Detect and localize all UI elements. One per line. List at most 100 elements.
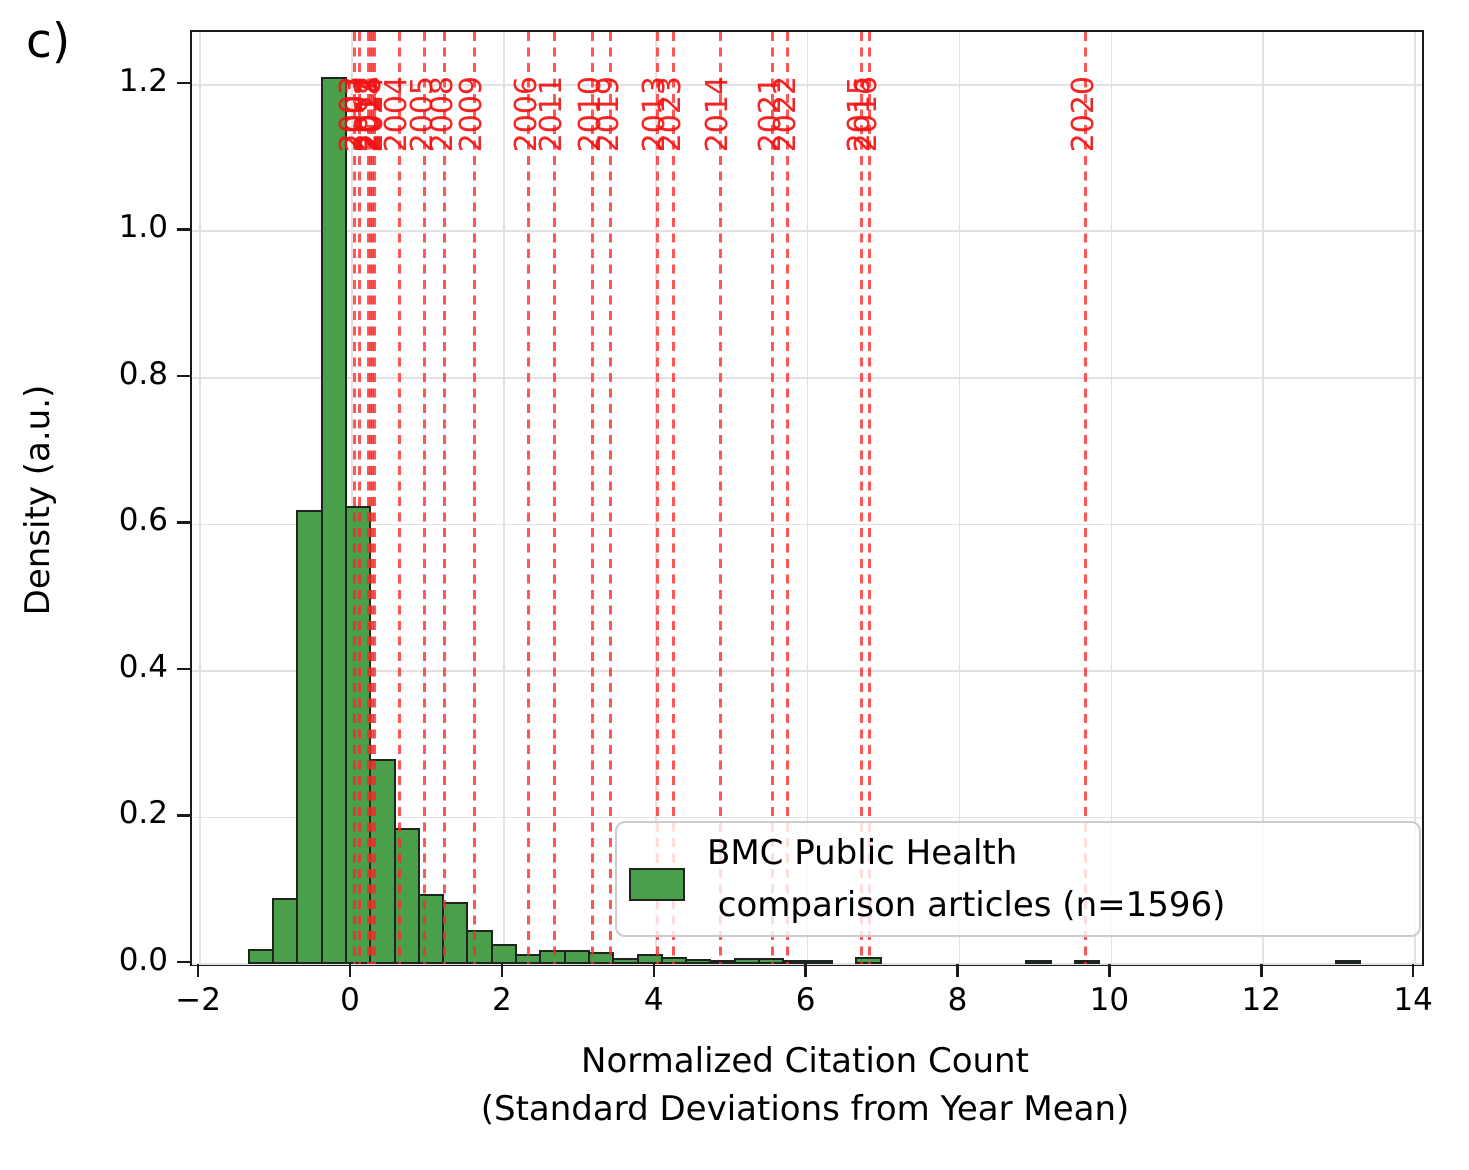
gridline-vertical bbox=[654, 32, 657, 964]
histogram-bar bbox=[417, 894, 445, 964]
year-vline-2018 bbox=[371, 32, 374, 964]
histogram-bar bbox=[709, 960, 736, 964]
year-vline-2004 bbox=[397, 32, 401, 964]
panel-label: c) bbox=[26, 14, 71, 69]
histogram-bar bbox=[612, 958, 639, 964]
legend-label-line2: comparison articles (n=1596) bbox=[707, 885, 1226, 925]
x-tick-mark bbox=[1108, 964, 1111, 977]
y-tick-label: 0.0 bbox=[118, 942, 168, 978]
histogram-bar bbox=[490, 944, 518, 964]
x-tick-label: 6 bbox=[795, 982, 816, 1018]
y-tick-label: 0.4 bbox=[118, 648, 168, 685]
gridline-vertical bbox=[1262, 32, 1265, 964]
x-tick-mark bbox=[196, 964, 200, 977]
x-tick-mark bbox=[1411, 964, 1415, 977]
y-tick-mark bbox=[177, 814, 190, 817]
y-tick-label: 0.8 bbox=[118, 355, 168, 392]
year-vline-2006 bbox=[527, 32, 531, 964]
year-vline-2023 bbox=[671, 32, 675, 964]
gridline-vertical bbox=[958, 32, 961, 964]
histogram-bar bbox=[1025, 960, 1052, 964]
year-line-label-2023: 2023 bbox=[653, 76, 689, 153]
x-axis-label-line1: Normalized Citation Count bbox=[581, 1041, 1029, 1081]
year-vline-2020 bbox=[1084, 32, 1088, 964]
x-tick-mark bbox=[500, 964, 504, 977]
histogram-bar bbox=[1335, 960, 1362, 964]
year-line-label-2014: 2014 bbox=[700, 76, 736, 153]
y-tick-mark bbox=[177, 81, 190, 84]
x-axis-label: Normalized Citation Count (Standard Devi… bbox=[190, 1038, 1420, 1133]
year-line-label-2020: 2020 bbox=[1065, 76, 1101, 153]
year-vline-2021 bbox=[771, 32, 775, 964]
y-tick-mark bbox=[177, 228, 190, 231]
x-tick-mark bbox=[956, 964, 959, 977]
gridline-horizontal bbox=[192, 83, 1422, 86]
y-tick-mark bbox=[177, 667, 190, 671]
gridline-vertical bbox=[503, 32, 505, 964]
y-axis-label: Density (a.u.) bbox=[18, 384, 58, 616]
y-tick-mark bbox=[177, 521, 190, 524]
year-vline-2013 bbox=[655, 32, 659, 964]
gridline-horizontal bbox=[192, 377, 1422, 379]
gridline-vertical bbox=[1414, 32, 1416, 964]
x-tick-label: 14 bbox=[1393, 982, 1433, 1018]
gridline-vertical bbox=[199, 32, 201, 964]
x-tick-label: 0 bbox=[340, 982, 360, 1018]
histogram-bar bbox=[733, 958, 761, 964]
year-vline-2016 bbox=[867, 32, 871, 964]
y-tick-mark bbox=[177, 374, 190, 378]
x-tick-label: 12 bbox=[1241, 982, 1281, 1018]
year-vline-2012 bbox=[367, 32, 371, 964]
y-tick-label: 0.6 bbox=[118, 502, 168, 539]
histogram-bar bbox=[247, 949, 275, 964]
x-tick-mark bbox=[652, 964, 655, 977]
y-tick-mark bbox=[177, 960, 190, 964]
year-vline-2003 bbox=[352, 32, 356, 964]
x-tick-mark bbox=[348, 964, 352, 977]
y-tick-label: 1.2 bbox=[118, 62, 168, 99]
x-tick-mark bbox=[1260, 964, 1263, 977]
histogram-bar bbox=[1073, 960, 1101, 964]
x-tick-mark bbox=[804, 964, 807, 977]
year-vline-2024 bbox=[373, 32, 377, 964]
gridline-horizontal bbox=[192, 523, 1422, 526]
year-vline-2009 bbox=[472, 32, 476, 964]
year-line-label-2011: 2011 bbox=[534, 76, 569, 153]
legend-swatch-histogram bbox=[629, 868, 685, 901]
histogram-bar bbox=[685, 958, 712, 964]
year-vline-2015 bbox=[860, 32, 864, 964]
gridline-vertical bbox=[1110, 32, 1113, 964]
gridline-vertical bbox=[806, 32, 809, 964]
histogram-bar bbox=[806, 960, 833, 964]
year-line-label-2019: 2019 bbox=[590, 76, 626, 153]
legend-label-line1: BMC Public Health bbox=[707, 833, 1018, 873]
year-vline-2019 bbox=[609, 32, 613, 964]
x-tick-label: −2 bbox=[175, 982, 221, 1018]
gridline-horizontal bbox=[192, 230, 1422, 233]
histogram-bar bbox=[636, 953, 663, 964]
gridline-horizontal bbox=[192, 670, 1422, 672]
histogram-bar bbox=[563, 950, 590, 964]
y-tick-label: 0.2 bbox=[118, 795, 168, 832]
year-vline-2022 bbox=[786, 32, 790, 964]
year-vline-2010 bbox=[591, 32, 595, 964]
year-vline-2017 bbox=[369, 32, 373, 964]
x-tick-label: 2 bbox=[492, 982, 512, 1018]
histogram-bar bbox=[466, 930, 493, 964]
legend-box: BMC Public Health comparison articles (n… bbox=[615, 821, 1421, 937]
y-tick-label: 1.0 bbox=[118, 209, 168, 246]
year-vline-2011 bbox=[552, 32, 556, 964]
x-tick-label: 10 bbox=[1089, 982, 1130, 1018]
gridline-vertical bbox=[351, 32, 353, 964]
year-line-label-2016: 2016 bbox=[849, 76, 885, 153]
gridline-horizontal bbox=[192, 816, 1422, 819]
x-tick-label: 8 bbox=[947, 982, 968, 1018]
x-axis-label-line2: (Standard Deviations from Year Mean) bbox=[480, 1088, 1130, 1129]
year-vline-2008 bbox=[443, 32, 447, 964]
year-vline-2007 bbox=[358, 32, 362, 964]
year-vline-2014 bbox=[718, 32, 722, 964]
year-line-label-2022: 2022 bbox=[767, 76, 803, 153]
histogram-bar bbox=[320, 77, 347, 964]
histogram-bar bbox=[272, 898, 299, 964]
